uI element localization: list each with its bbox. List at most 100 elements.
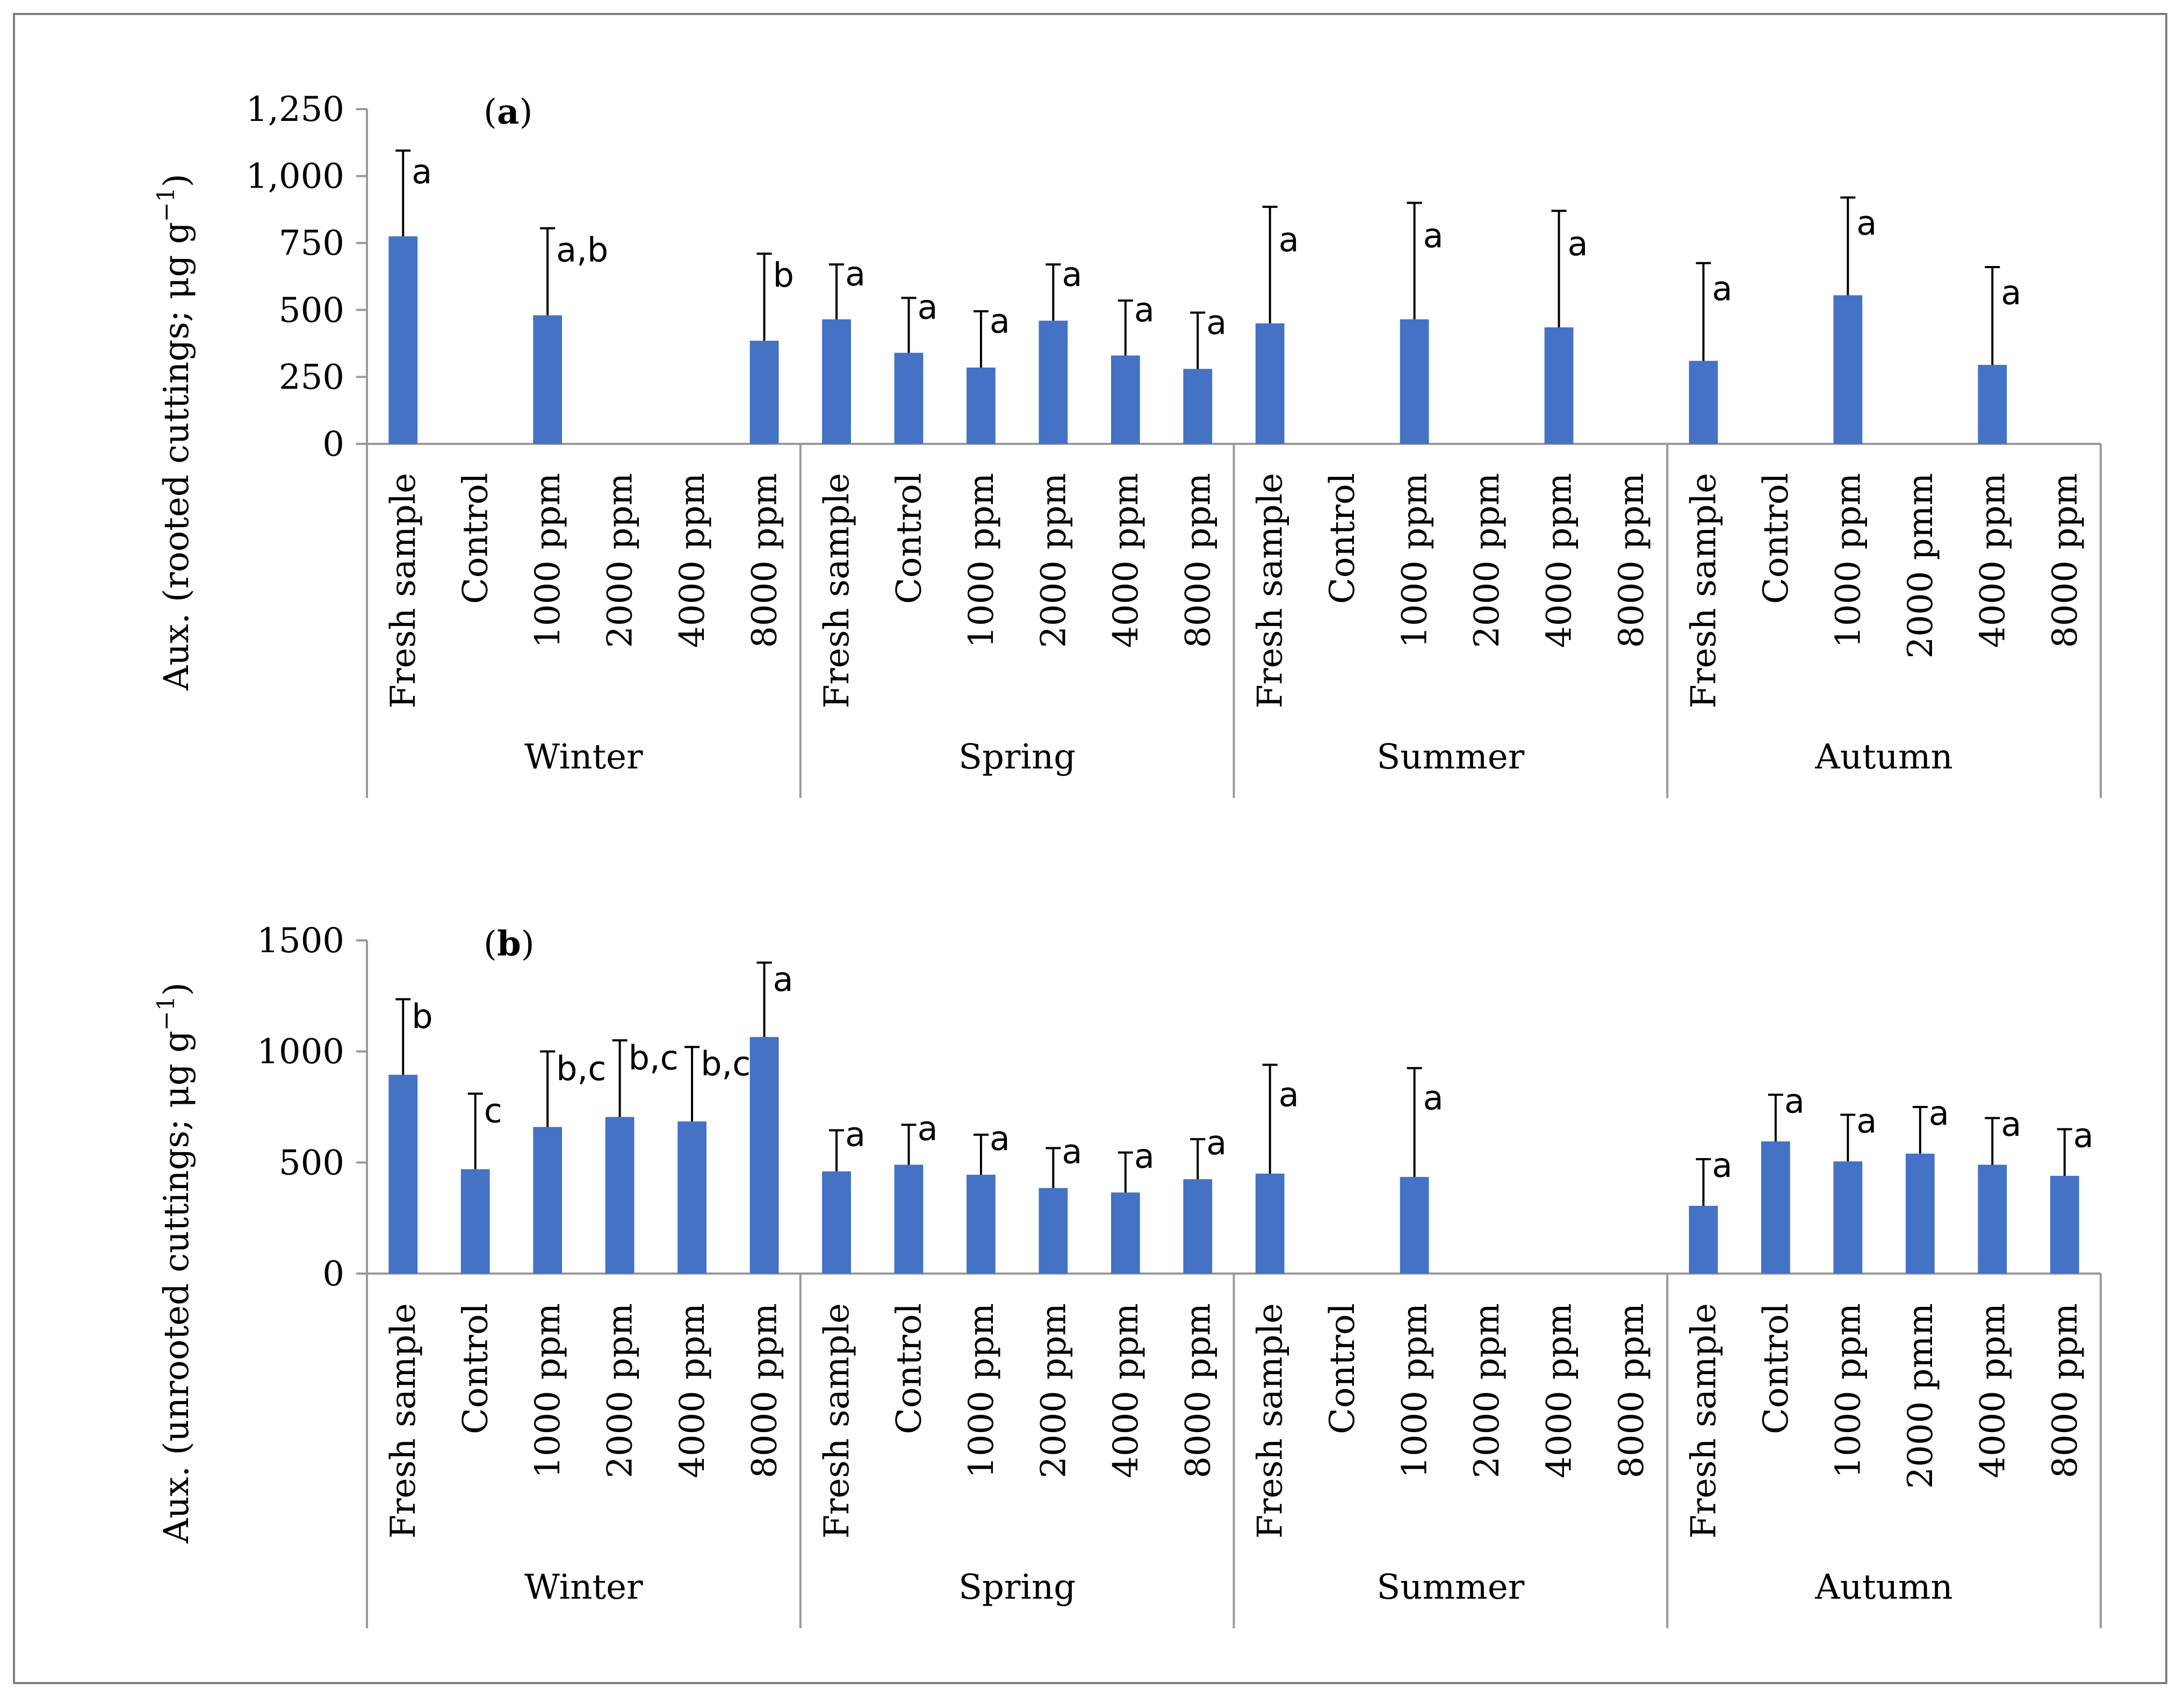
y-tick-label: 750 — [279, 224, 344, 263]
chart-panel-b: 0 500 1000 1500 Aux. (unrooted cuttings; μg … — [153, 921, 2102, 1628]
y-tick-label: 500 — [279, 1143, 344, 1183]
group-label: Summer — [1376, 737, 1524, 777]
significance-letter: a — [412, 152, 432, 191]
category-label: 2000 ppm — [1467, 1303, 1507, 1478]
category-label: Fresh sample — [384, 473, 423, 708]
panel-label-close: ) — [521, 924, 535, 964]
category-label: 4000 ppm — [673, 1303, 712, 1478]
category-label: 4000 ppm — [1973, 473, 2013, 648]
category-label: 8000 ppm — [745, 1303, 785, 1478]
category-label: 8000 ppm — [1178, 1303, 1218, 1478]
group-label: Spring — [958, 1568, 1076, 1607]
y-axis-title: Aux. (unrooted cuttings; μg g−1) — [153, 982, 197, 1544]
significance-letter: a — [1062, 255, 1082, 294]
category-label: 1000 ppm — [1828, 473, 1868, 648]
chart-panel-a: 0 250 500 750 1,000 1,250 Aux. (rooted cutting… — [153, 90, 2102, 798]
category-label: Control — [1756, 473, 1796, 604]
bar — [822, 1171, 851, 1274]
significance-letter: a — [1712, 269, 1732, 308]
bar — [1255, 323, 1285, 444]
category-label: 1000 ppm — [528, 473, 568, 648]
category-label: 1000 ppm — [1828, 1303, 1868, 1478]
category-label: 1000 ppm — [528, 1303, 568, 1478]
y-tick-label: 1500 — [257, 921, 344, 961]
y-tick-label: 1,000 — [246, 157, 344, 197]
category-label: 8000 ppm — [1612, 473, 1652, 648]
bar — [2050, 1176, 2079, 1274]
significance-letter: a — [917, 1109, 938, 1148]
significance-letter: a — [1712, 1146, 1732, 1185]
category-label: Control — [889, 473, 929, 604]
category-label: 4000 ppm — [1973, 1303, 2013, 1478]
bar — [533, 315, 563, 444]
bar — [1905, 1153, 1935, 1274]
y-tick-label: 0 — [322, 1254, 344, 1294]
bar — [1833, 295, 1863, 444]
y-axis-title-main: Aux. (unrooted cuttings; μg g — [157, 1031, 197, 1544]
y-axis-title: Aux. (rooted cuttings; μg g−1) — [153, 174, 197, 691]
bar — [1978, 1164, 2007, 1274]
significance-letter: a — [1929, 1094, 1949, 1133]
significance-letter: a — [1134, 1137, 1155, 1176]
significance-letter: b,c — [701, 1044, 751, 1083]
significance-letter: a — [1134, 290, 1155, 329]
group-label: Spring — [958, 737, 1076, 777]
significance-letter: a — [2073, 1116, 2094, 1155]
category-label: Fresh sample — [1684, 1303, 1724, 1538]
category-label: 2000 ppm — [1034, 473, 1073, 648]
category-label: 2000 ppm — [1467, 473, 1507, 648]
bar — [388, 1075, 418, 1274]
panel-label: (b) — [484, 924, 535, 964]
y-tick-label: 250 — [279, 357, 344, 397]
group-label: Winter — [524, 737, 643, 777]
category-label: Fresh sample — [1251, 473, 1291, 708]
significance-letter: b — [412, 997, 433, 1036]
group-label: Winter — [524, 1568, 643, 1607]
category-label: 4000 ppm — [1540, 473, 1580, 648]
category-label: 1000 ppm — [1395, 1303, 1435, 1478]
figure-frame — [13, 13, 2167, 1684]
significance-letter: a — [917, 287, 938, 327]
significance-letter: a — [1279, 220, 1299, 259]
significance-letter: a — [1062, 1132, 1082, 1171]
category-label: 8000 ppm — [1612, 1303, 1652, 1478]
bar — [1400, 1177, 1429, 1274]
bar — [1689, 361, 1718, 444]
category-label: 1000 ppm — [962, 473, 1001, 648]
significance-letter: a — [1206, 1123, 1227, 1162]
category-label: 2000 ppm — [601, 473, 640, 648]
panel-label-letter: a — [497, 92, 519, 132]
bar — [1400, 319, 1429, 444]
category-label: 2000 pmm — [1901, 1303, 1941, 1489]
bar — [749, 1037, 779, 1274]
bar — [1255, 1174, 1285, 1274]
category-label: Fresh sample — [817, 1303, 857, 1538]
panel-label-close: ) — [519, 92, 532, 132]
bar — [1544, 327, 1574, 444]
bar — [822, 319, 851, 444]
bar — [1833, 1161, 1863, 1274]
y-tick-label: 500 — [279, 291, 344, 330]
category-label: 4000 ppm — [1106, 473, 1146, 648]
category-label: Control — [1323, 1303, 1363, 1434]
significance-letter: a,b — [556, 230, 608, 269]
category-label: 8000 ppm — [1178, 473, 1218, 648]
significance-letter: c — [484, 1091, 502, 1131]
category-label: Fresh sample — [817, 473, 857, 708]
y-axis-title-end: ) — [157, 982, 197, 996]
bar — [1111, 355, 1140, 444]
category-label: 4000 ppm — [1106, 1303, 1146, 1478]
y-axis-title-main: Aux. (rooted cuttings; μg g — [157, 222, 197, 691]
significance-letter: b,c — [629, 1038, 679, 1077]
significance-letter: a — [990, 301, 1010, 341]
group-label: Autumn — [1814, 737, 1952, 777]
category-label: 8000 ppm — [2045, 473, 2085, 648]
bar — [605, 1117, 635, 1274]
bar — [1761, 1141, 1790, 1274]
significance-letter: a — [1423, 216, 1444, 255]
category-label: Fresh sample — [1684, 473, 1724, 708]
category-label: 2000 ppm — [601, 1303, 640, 1478]
bar — [533, 1127, 563, 1274]
significance-letter: b,c — [556, 1049, 606, 1088]
